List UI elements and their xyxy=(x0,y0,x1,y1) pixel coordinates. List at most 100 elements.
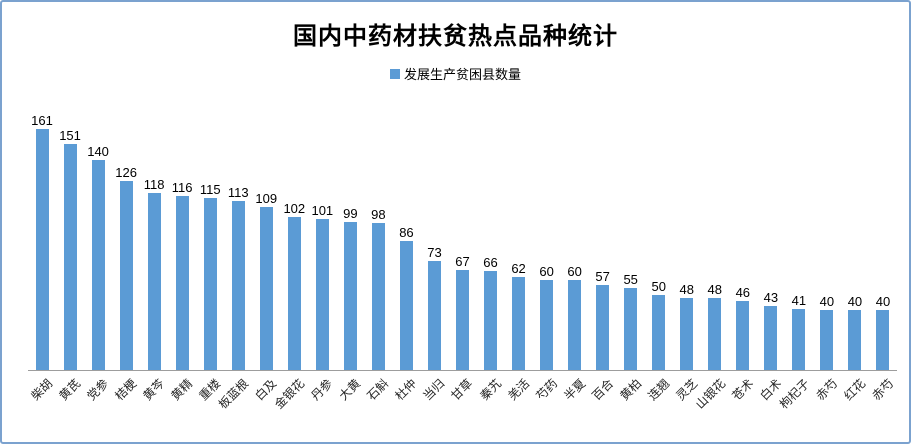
legend[interactable]: 发展生产贫困县数量 xyxy=(2,64,909,83)
bar[interactable] xyxy=(848,310,862,370)
bar[interactable] xyxy=(568,280,582,370)
bar-value-label: 50 xyxy=(651,279,666,294)
chart-title: 国内中药材扶贫热点品种统计 xyxy=(293,21,618,50)
bar-slot: 50 xyxy=(645,102,673,370)
bar[interactable] xyxy=(652,295,666,370)
bar-value-label: 116 xyxy=(171,180,193,195)
x-tick-label: 苍术 xyxy=(729,376,757,404)
x-tick-label: 丹参 xyxy=(308,376,336,404)
bar[interactable] xyxy=(203,197,217,370)
bar-value-label: 98 xyxy=(371,207,386,222)
bar-value-label: 41 xyxy=(791,292,807,308)
bar[interactable] xyxy=(708,298,722,370)
bar-slot: 48 xyxy=(701,102,729,370)
bar[interactable] xyxy=(35,128,49,370)
bar-slot: 60 xyxy=(533,102,561,370)
bar[interactable] xyxy=(540,280,554,370)
bar[interactable] xyxy=(175,196,189,370)
x-tick-label: 大黄 xyxy=(336,376,364,404)
bar-value-label: 48 xyxy=(679,282,694,297)
bar-slot: 43 xyxy=(757,102,785,370)
bar-value-label: 60 xyxy=(539,264,554,279)
bar[interactable] xyxy=(63,143,77,370)
plot-area: 161 151 140 126 118 116 115 113 109 102 101 99 98 86 7… xyxy=(28,102,897,371)
bar-slot: 113 xyxy=(224,102,252,370)
legend-label: 发展生产贫困县数量 xyxy=(403,67,521,82)
x-tick-label: 黄柏 xyxy=(617,376,644,404)
bar-value-label: 126 xyxy=(115,165,137,180)
bar-value-label: 113 xyxy=(227,184,249,200)
bar-slot: 60 xyxy=(561,102,589,370)
x-tick-label: 赤芍 xyxy=(813,376,841,404)
x-tick-label: 党参 xyxy=(84,376,112,404)
x-tick-label: 枸杞子 xyxy=(776,376,813,412)
bar-slot: 115 xyxy=(196,102,224,370)
x-tick-label: 芍药 xyxy=(532,376,560,404)
legend-marker-icon xyxy=(389,68,400,79)
bar[interactable] xyxy=(343,221,357,370)
bar[interactable] xyxy=(427,260,441,370)
bar-slot: 40 xyxy=(813,102,841,370)
bar-slot: 140 xyxy=(84,102,112,370)
bar-slot: 101 xyxy=(308,102,336,370)
bar-value-label: 102 xyxy=(283,201,306,216)
bar-value-label: 109 xyxy=(255,190,278,206)
bar-value-label: 43 xyxy=(763,289,779,305)
bar[interactable] xyxy=(147,193,161,370)
bar-slot: 41 xyxy=(785,102,813,370)
x-tick-label: 当归 xyxy=(420,376,448,404)
bar-slot: 118 xyxy=(140,102,168,370)
bar[interactable] xyxy=(624,287,638,370)
bar[interactable] xyxy=(259,206,273,370)
bar-value-label: 101 xyxy=(311,202,334,218)
bar-value-label: 67 xyxy=(455,253,470,269)
x-tick-label: 石斛 xyxy=(364,376,392,404)
bar-value-label: 115 xyxy=(199,181,221,197)
bar[interactable] xyxy=(371,223,385,370)
bar[interactable] xyxy=(820,310,834,370)
bar-slot: 99 xyxy=(336,102,364,370)
bar[interactable] xyxy=(680,298,694,370)
bar[interactable] xyxy=(287,217,301,370)
bar-slot: 67 xyxy=(448,102,476,370)
bar-slot: 40 xyxy=(841,102,869,370)
bar[interactable] xyxy=(484,271,498,370)
x-tick-label: 羌活 xyxy=(504,376,532,404)
bar[interactable] xyxy=(231,200,245,370)
bar[interactable] xyxy=(91,160,105,370)
bar[interactable] xyxy=(736,301,750,370)
bar-slot: 48 xyxy=(673,102,701,370)
x-tick-label: 半夏 xyxy=(560,376,588,404)
bar-value-label: 62 xyxy=(511,261,526,276)
bar[interactable] xyxy=(455,269,469,370)
x-tick-label: 柴胡 xyxy=(28,376,56,404)
bar[interactable] xyxy=(512,277,526,370)
bar[interactable] xyxy=(764,305,778,370)
bar[interactable] xyxy=(876,310,890,370)
bar-value-label: 48 xyxy=(707,282,722,297)
bar-value-label: 99 xyxy=(343,205,358,221)
bar-slot: 66 xyxy=(477,102,505,370)
bar[interactable] xyxy=(315,218,329,370)
bar-value-label: 151 xyxy=(59,127,81,143)
bar-slot: 40 xyxy=(869,102,897,370)
bar-slot: 102 xyxy=(280,102,308,370)
bar[interactable] xyxy=(596,284,610,370)
x-tick-label: 黄精 xyxy=(168,376,196,404)
bar-slot: 57 xyxy=(589,102,617,370)
bar[interactable] xyxy=(399,241,413,370)
bar-slot: 98 xyxy=(364,102,392,370)
x-tick-label: 杜仲 xyxy=(392,376,420,404)
bar-value-label: 40 xyxy=(847,294,863,309)
x-tick-label: 桔梗 xyxy=(112,376,140,404)
x-axis-labels: 柴胡 黄芪 党参 桔梗 黄芩 黄精 重楼 板蓝根 白及 金银花 丹参 大黄 石斛 杜仲 当归 甘草 秦艽 羌活 芍药… xyxy=(28,372,897,442)
x-tick-label: 金银花 xyxy=(272,376,308,412)
bar-value-label: 55 xyxy=(623,271,638,287)
x-tick-label: 连翘 xyxy=(645,376,672,404)
bar-value-label: 57 xyxy=(595,268,610,284)
bar-slot: 46 xyxy=(729,102,757,370)
bar[interactable] xyxy=(792,308,806,370)
bar-value-label: 60 xyxy=(567,264,582,279)
bar[interactable] xyxy=(119,181,133,370)
x-tick-label: 山银花 xyxy=(692,376,728,412)
